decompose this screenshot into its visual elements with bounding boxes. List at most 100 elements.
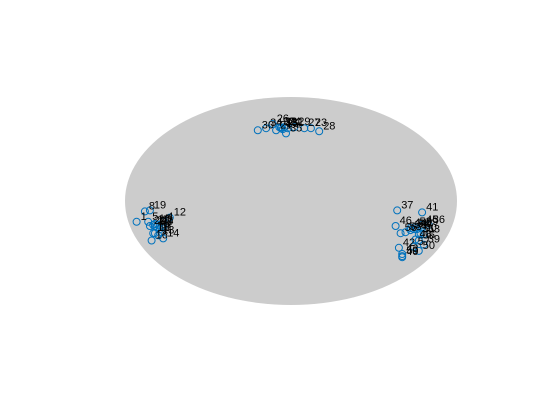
point-label-23: 23 xyxy=(315,117,327,129)
point-label-47: 47 xyxy=(421,218,433,230)
point-label-52: 52 xyxy=(420,216,432,228)
point-label-31: 31 xyxy=(292,117,304,129)
point-30 xyxy=(253,126,262,135)
point-label-42: 42 xyxy=(403,237,415,249)
point-label-15: 15 xyxy=(159,213,171,225)
point-label-21: 21 xyxy=(280,119,292,131)
point-35 xyxy=(282,129,290,138)
point-label-25: 25 xyxy=(287,118,299,130)
point-label-2: 2 xyxy=(159,215,165,227)
point-52 xyxy=(411,223,420,231)
point-label-48: 48 xyxy=(420,229,432,241)
point-label-6: 6 xyxy=(164,218,170,230)
point-label-20: 20 xyxy=(154,215,166,227)
points-layer xyxy=(132,120,433,262)
point-label-49: 49 xyxy=(426,216,438,228)
point-label-14: 14 xyxy=(167,227,179,239)
point-label-18: 18 xyxy=(157,222,169,234)
point-60 xyxy=(416,229,425,238)
point-label-26: 26 xyxy=(277,113,289,125)
point-label-9: 9 xyxy=(167,216,173,228)
point-32 xyxy=(275,123,284,132)
point-12 xyxy=(165,213,174,222)
point-label-44: 44 xyxy=(415,217,427,229)
point-label-7: 7 xyxy=(166,221,172,233)
point-label-45: 45 xyxy=(426,214,438,226)
point-label-41: 41 xyxy=(426,201,438,213)
point-label-13: 13 xyxy=(162,224,174,236)
point-58 xyxy=(401,228,410,237)
point-57 xyxy=(409,242,418,251)
point-label-19: 19 xyxy=(154,199,166,211)
point-label-11: 11 xyxy=(162,214,173,226)
point-label-29: 29 xyxy=(298,116,310,128)
point-label-22: 22 xyxy=(285,116,297,128)
point-28 xyxy=(315,127,324,136)
point-label-28: 28 xyxy=(323,120,335,132)
point-15 xyxy=(150,219,159,228)
point-20 xyxy=(145,222,154,230)
point-label-3: 3 xyxy=(161,216,167,228)
point-label-16: 16 xyxy=(156,230,168,242)
point-16 xyxy=(147,236,156,245)
point-label-35: 35 xyxy=(290,122,302,134)
point-37 xyxy=(393,206,402,215)
point-label-12: 12 xyxy=(174,207,186,219)
point-label-30: 30 xyxy=(262,119,274,131)
point-label-39: 39 xyxy=(428,234,440,246)
point-label-55: 55 xyxy=(423,230,435,242)
point-label-59: 59 xyxy=(406,245,418,257)
point-8 xyxy=(140,207,149,216)
point-26 xyxy=(268,120,277,128)
point-label-34: 34 xyxy=(270,117,282,129)
point-9 xyxy=(159,223,168,231)
point-54 xyxy=(409,225,418,234)
point-33 xyxy=(277,124,285,133)
point-label-57: 57 xyxy=(418,236,430,248)
point-46 xyxy=(391,222,400,230)
point-18 xyxy=(149,229,158,238)
point-42 xyxy=(394,243,403,252)
point-label-36: 36 xyxy=(433,214,445,226)
point-label-60: 60 xyxy=(425,222,437,234)
point-56 xyxy=(396,229,405,238)
point-label-58: 58 xyxy=(410,221,422,233)
point-50 xyxy=(414,246,423,255)
point-label-54: 54 xyxy=(418,218,430,230)
point-label-33: 33 xyxy=(285,117,297,129)
point-label-38: 38 xyxy=(415,219,427,231)
point-59 xyxy=(398,252,407,261)
point-label-4: 4 xyxy=(167,211,173,223)
point-14 xyxy=(159,234,168,243)
point-label-17: 17 xyxy=(157,214,169,226)
point-label-50: 50 xyxy=(423,240,435,252)
point-label-46: 46 xyxy=(400,215,412,227)
point-19 xyxy=(145,206,154,215)
point-label-24: 24 xyxy=(288,116,300,128)
point-label-10: 10 xyxy=(159,222,171,234)
point-label-43: 43 xyxy=(406,243,418,255)
point-label-1: 1 xyxy=(141,211,147,223)
point-39 xyxy=(419,240,428,249)
point-label-8: 8 xyxy=(149,200,155,212)
point-55 xyxy=(414,236,423,245)
point-label-51: 51 xyxy=(423,223,435,235)
point-51 xyxy=(414,230,423,239)
point-27 xyxy=(300,124,309,133)
point-label-56: 56 xyxy=(405,222,417,234)
point-43 xyxy=(398,250,407,258)
point-17 xyxy=(149,220,158,229)
point-34 xyxy=(262,124,271,133)
point-label-53: 53 xyxy=(428,223,440,235)
point-label-37: 37 xyxy=(401,199,413,211)
point-label-32: 32 xyxy=(283,116,295,128)
point-label-40: 40 xyxy=(406,246,418,258)
point-label-5: 5 xyxy=(152,211,158,223)
point-1 xyxy=(132,217,141,226)
point-label-27: 27 xyxy=(308,117,320,129)
point-11 xyxy=(154,220,163,229)
point-53 xyxy=(419,230,428,239)
background-ellipse xyxy=(125,97,457,305)
